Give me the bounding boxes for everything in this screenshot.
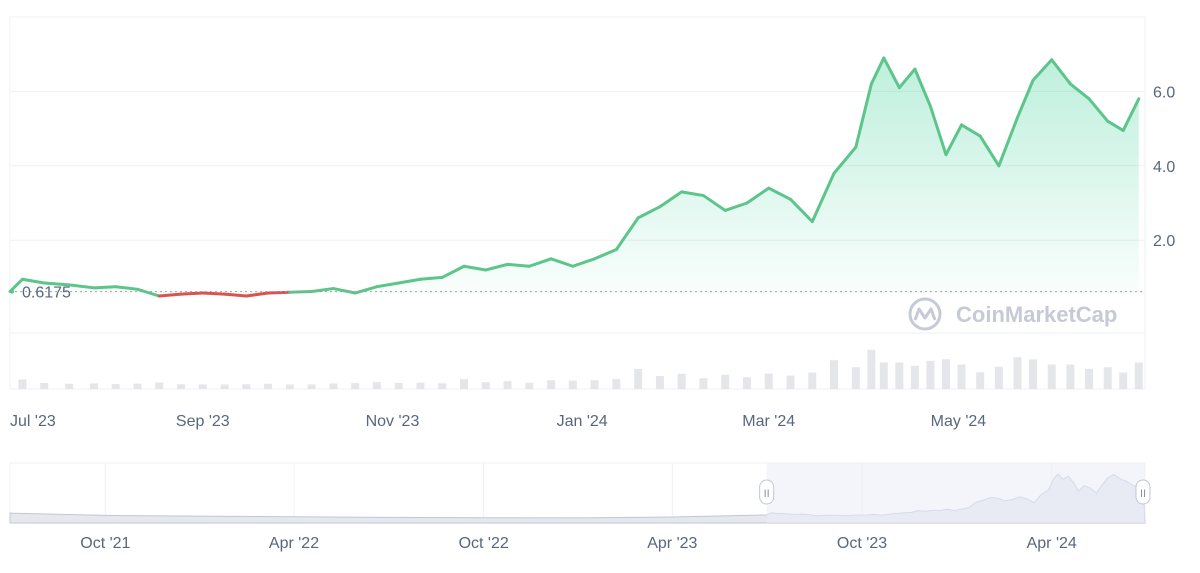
x-tick-label: Jul '23 xyxy=(10,413,56,430)
price-segment xyxy=(203,293,225,294)
volume-bar xyxy=(808,373,816,389)
volume-bar xyxy=(133,384,141,389)
volume-bar xyxy=(1119,373,1127,389)
volume-bar xyxy=(958,365,966,389)
volume-bar xyxy=(525,383,533,389)
volume-bar xyxy=(1085,369,1093,389)
handle-grip-icon: II xyxy=(764,488,770,500)
x-tick-label: Mar '24 xyxy=(742,413,795,430)
price-segment xyxy=(94,287,116,288)
volume-bar xyxy=(942,359,950,389)
volume-bar xyxy=(569,381,577,389)
volume-bar xyxy=(1048,365,1056,389)
volume-bar xyxy=(308,384,316,389)
navigator-x-tick-label: Oct '21 xyxy=(80,535,130,552)
volume-bar xyxy=(634,369,642,389)
y-tick-labels: 2.0 4.0 6.0 xyxy=(1153,84,1175,250)
watermark-text: CoinMarketCap xyxy=(956,302,1117,327)
volume-bar xyxy=(155,382,163,389)
volume-bar xyxy=(880,362,888,389)
volume-bar xyxy=(547,380,555,389)
price-segment xyxy=(268,292,290,293)
volume-bar xyxy=(1066,365,1074,390)
volume-bar xyxy=(329,383,337,389)
x-tick-label: May '24 xyxy=(931,413,987,430)
volume-bar xyxy=(438,383,446,389)
y-tick-label: 4.0 xyxy=(1153,159,1175,176)
volume-bar xyxy=(1029,359,1037,389)
coinmarketcap-logo-mark-icon xyxy=(915,309,935,320)
navigator-x-tick-label: Apr '22 xyxy=(269,535,319,552)
navigator[interactable]: II II Oct '21 Apr '22 Oct '22 Apr '23 Oct '23… xyxy=(10,463,1150,552)
volume-bar xyxy=(199,384,207,389)
volume-bar xyxy=(416,383,424,389)
x-tick-label: Nov '23 xyxy=(366,413,420,430)
volume-bar xyxy=(721,375,729,389)
volume-bar xyxy=(895,363,903,389)
navigator-x-tick-label: Apr '23 xyxy=(647,535,697,552)
navigator-right-handle[interactable]: II xyxy=(1136,480,1150,504)
volume-bar xyxy=(911,366,919,389)
reference-marker xyxy=(10,290,14,294)
volume-bar xyxy=(656,376,664,389)
volume-bar xyxy=(65,384,73,389)
volume-bar xyxy=(242,384,250,389)
volume-bar xyxy=(699,378,707,389)
navigator-selection[interactable] xyxy=(767,463,1145,523)
navigator-x-tick-label: Oct '22 xyxy=(459,535,509,552)
price-area-fill xyxy=(10,58,1139,296)
volume-bar xyxy=(460,379,468,389)
volume-bar xyxy=(264,384,272,389)
price-segment xyxy=(159,294,181,296)
navigator-left-handle[interactable]: II xyxy=(760,480,774,504)
volume-bar xyxy=(286,385,294,389)
price-segment xyxy=(225,294,247,296)
volume-bar xyxy=(678,374,686,389)
volume-bar xyxy=(830,360,838,389)
volume-bar xyxy=(1135,363,1143,390)
x-tick-labels: Jul '23 Sep '23 Nov '23 Jan '24 Mar '24 May '… xyxy=(10,413,986,430)
volume-bar xyxy=(867,350,875,389)
reference-label: 0.6175 xyxy=(22,285,71,302)
volume-bar xyxy=(373,382,381,389)
volume-bar xyxy=(351,383,359,389)
volume-bar xyxy=(221,384,229,389)
volume-bar xyxy=(976,372,984,389)
navigator-x-tick-label: Apr '24 xyxy=(1027,535,1077,552)
volume-bar xyxy=(112,384,120,389)
volume-bar xyxy=(504,381,512,389)
navigator-x-tick-labels: Oct '21 Apr '22 Oct '22 Apr '23 Oct '23 Apr '… xyxy=(80,535,1077,552)
volume-bar xyxy=(852,367,860,389)
volume-bar xyxy=(612,379,620,389)
volume-bar xyxy=(926,361,934,389)
volume-bar xyxy=(743,377,751,389)
volume-bar xyxy=(395,383,403,389)
volume-bar xyxy=(765,374,773,389)
volume-bar xyxy=(18,379,26,389)
coinmarketcap-logo-icon xyxy=(910,299,940,329)
price-segment xyxy=(420,277,442,279)
navigator-x-tick-label: Oct '23 xyxy=(837,535,887,552)
handle-grip-icon: II xyxy=(1140,488,1146,500)
price-area xyxy=(10,58,1139,296)
price-segment xyxy=(508,264,530,266)
x-tick-label: Jan '24 xyxy=(557,413,608,430)
y-tick-label: 6.0 xyxy=(1153,84,1175,101)
volume-bar xyxy=(1104,367,1112,389)
volume-bar xyxy=(1014,357,1022,389)
volume-bars xyxy=(18,350,1142,389)
watermark: CoinMarketCap xyxy=(910,299,1117,329)
volume-bar xyxy=(40,383,48,389)
volume-bar xyxy=(482,382,490,389)
volume-bar xyxy=(787,376,795,389)
volume-bar xyxy=(995,367,1003,389)
x-tick-label: Sep '23 xyxy=(176,413,230,430)
price-segment xyxy=(181,293,203,294)
volume-bar xyxy=(591,380,599,389)
volume-bar xyxy=(90,383,98,389)
y-tick-label: 2.0 xyxy=(1153,233,1175,250)
volume-bar xyxy=(177,384,185,389)
